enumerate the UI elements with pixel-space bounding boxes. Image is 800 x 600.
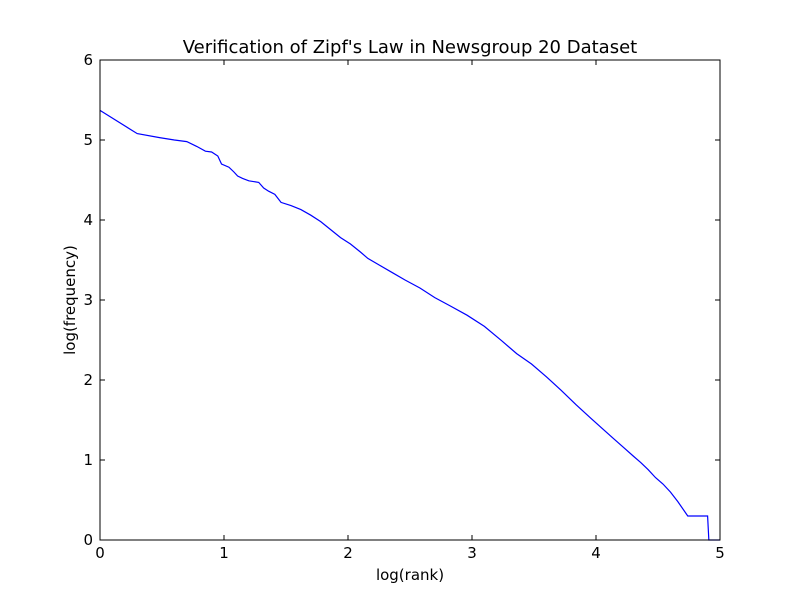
- series-line: [99, 109, 720, 541]
- x-tick-label: 4: [591, 544, 601, 562]
- x-tick-label: 3: [467, 544, 477, 562]
- x-tick-label: 2: [343, 544, 353, 562]
- x-tick-label: 1: [219, 544, 229, 562]
- y-tick-label: 0: [83, 531, 93, 549]
- y-tick-label: 6: [83, 51, 93, 69]
- x-axis-title: log(rank): [376, 566, 444, 584]
- y-tick-label: 5: [83, 131, 93, 149]
- plot-area: [100, 60, 720, 540]
- y-axis-title: log(frequency): [61, 245, 79, 355]
- y-tick-label: 2: [83, 371, 93, 389]
- chart-title: Verification of Zipf's Law in Newsgroup …: [183, 37, 637, 58]
- x-tick-label: 0: [95, 544, 105, 562]
- y-tick-label: 4: [83, 211, 93, 229]
- x-tick-label: 5: [715, 544, 725, 562]
- y-tick-label: 3: [83, 291, 93, 309]
- y-tick-label: 1: [83, 451, 93, 469]
